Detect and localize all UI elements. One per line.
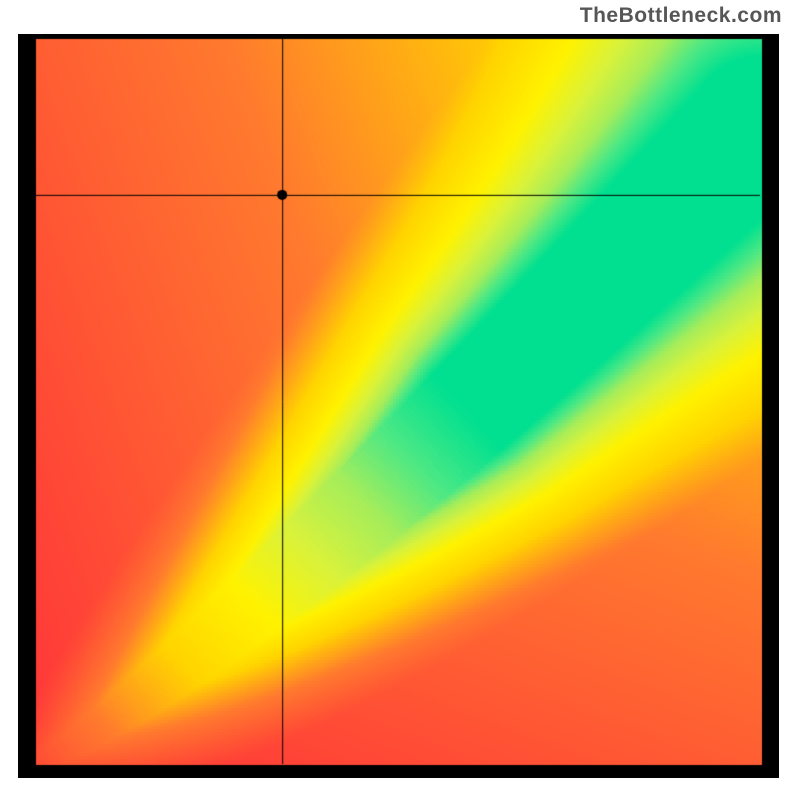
watermark-text: TheBottleneck.com: [580, 4, 782, 28]
heatmap-canvas: [18, 34, 779, 778]
bottleneck-heatmap: [18, 34, 779, 778]
